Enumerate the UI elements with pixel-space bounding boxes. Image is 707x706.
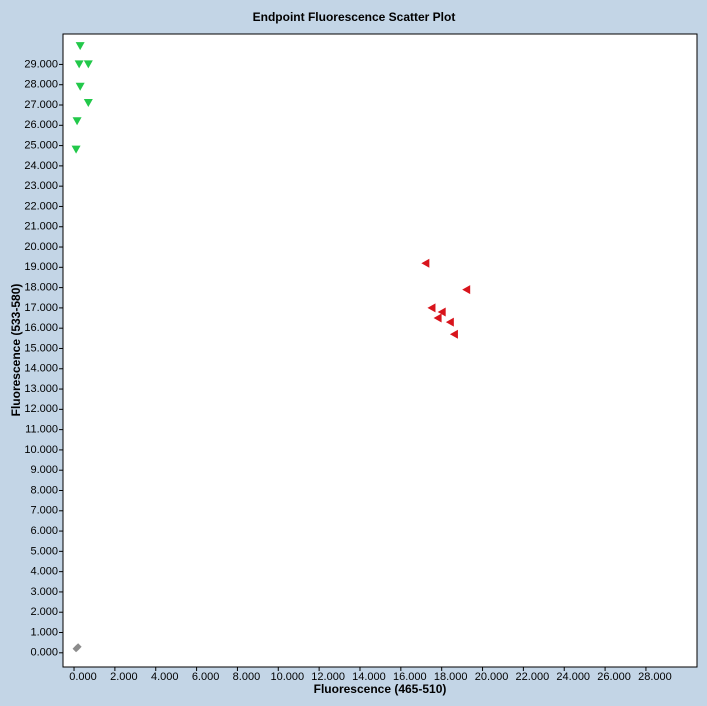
y-tick-label: 24.000: [24, 160, 58, 172]
x-tick-label: 28.000: [638, 671, 672, 683]
x-tick-label: 8.000: [233, 671, 261, 683]
x-tick-label: 16.000: [393, 671, 427, 683]
y-tick-label: 12.000: [24, 403, 58, 415]
scatter-point: [445, 317, 454, 327]
x-tick-label: 20.000: [475, 671, 509, 683]
y-tick-label: 9.000: [30, 464, 58, 476]
x-tick-label: 0.000: [69, 671, 97, 683]
scatter-point: [75, 82, 85, 91]
scatter-point: [462, 285, 471, 295]
x-tick-label: 18.000: [434, 671, 468, 683]
x-tick-label: 22.000: [516, 671, 550, 683]
scatter-point: [427, 303, 436, 313]
y-tick-label: 0.000: [30, 647, 58, 659]
y-tick-label: 3.000: [30, 586, 58, 598]
plot-area: [62, 33, 698, 668]
scatter-point: [421, 258, 430, 268]
scatter-point: [71, 145, 81, 154]
chart-title: Endpoint Fluorescence Scatter Plot: [253, 10, 456, 24]
y-tick-label: 23.000: [24, 180, 58, 192]
y-tick-label: 4.000: [30, 566, 58, 578]
y-tick-label: 2.000: [30, 606, 58, 618]
y-tick-label: 21.000: [24, 221, 58, 233]
scatter-point: [83, 98, 93, 107]
y-tick-label: 14.000: [24, 363, 58, 375]
y-tick-label: 29.000: [24, 58, 58, 70]
y-tick-label: 19.000: [24, 261, 58, 273]
y-tick-label: 6.000: [30, 525, 58, 537]
x-tick-label: 4.000: [151, 671, 179, 683]
y-tick-label: 22.000: [24, 200, 58, 212]
y-tick-label: 26.000: [24, 119, 58, 131]
y-tick-label: 15.000: [24, 342, 58, 354]
x-axis-title: Fluorescence (465-510): [314, 682, 447, 696]
scatter-point: [437, 307, 446, 317]
scatter-point: [74, 60, 84, 69]
x-tick-label: 26.000: [597, 671, 631, 683]
y-tick-label: 20.000: [24, 241, 58, 253]
y-axis-title: Fluorescence (533-580): [9, 284, 23, 417]
x-tick-label: 10.000: [270, 671, 304, 683]
x-tick-label: 24.000: [556, 671, 590, 683]
y-tick-label: 28.000: [24, 79, 58, 91]
y-tick-label: 7.000: [30, 505, 58, 517]
y-tick-label: 5.000: [30, 545, 58, 557]
x-tick-label: 14.000: [352, 671, 386, 683]
y-tick-label: 27.000: [24, 99, 58, 111]
scatter-point: [433, 313, 442, 323]
y-tick-label: 17.000: [24, 302, 58, 314]
x-tick-label: 2.000: [110, 671, 138, 683]
x-tick-label: 6.000: [192, 671, 220, 683]
y-tick-label: 10.000: [24, 444, 58, 456]
scatter-point: [449, 329, 458, 339]
y-tick-label: 16.000: [24, 322, 58, 334]
x-tick-label: 12.000: [311, 671, 345, 683]
scatter-point: [83, 60, 93, 69]
y-tick-label: 18.000: [24, 282, 58, 294]
y-tick-label: 25.000: [24, 139, 58, 151]
scatter-point: [73, 644, 81, 652]
y-tick-label: 8.000: [30, 484, 58, 496]
scatter-point: [72, 117, 82, 126]
y-tick-label: 1.000: [30, 626, 58, 638]
y-tick-label: 11.000: [25, 424, 58, 436]
y-tick-label: 13.000: [24, 383, 58, 395]
scatter-point: [75, 42, 85, 51]
